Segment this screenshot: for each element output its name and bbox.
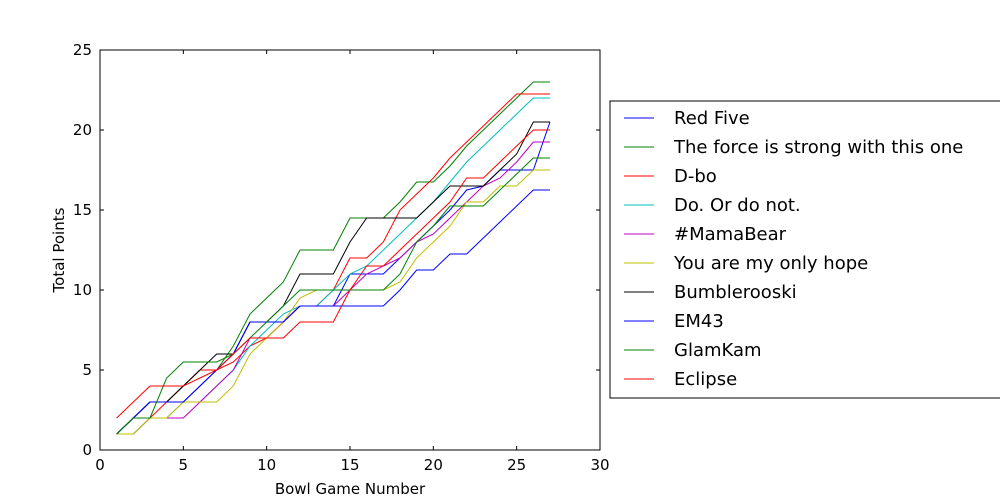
x-axis-label: Bowl Game Number (275, 480, 426, 498)
legend-label-3: D-bo (674, 166, 717, 187)
legend: Red Five The force is strong with this on… (609, 100, 1000, 399)
legend-label-4: Do. Or do not. (674, 195, 801, 216)
series-line-6 (116, 169, 550, 435)
series-line-5 (116, 141, 550, 435)
series-line-2 (116, 81, 550, 435)
y-tick-label: 20 (73, 121, 92, 139)
legend-label-1: Red Five (674, 108, 750, 129)
y-tick-label: 10 (73, 281, 92, 299)
x-tick-label: 20 (424, 456, 443, 474)
x-tick-label: 5 (179, 456, 189, 474)
legend-frame (609, 100, 1000, 399)
plot-frame (99, 49, 601, 451)
x-tick-label: 30 (590, 456, 609, 474)
y-tick-label: 25 (73, 41, 92, 59)
y-axis-ticks: 0 5 10 15 20 25 (73, 41, 600, 459)
x-tick-label: 15 (340, 456, 359, 474)
legend-label-7: Bumblerooski (674, 282, 797, 303)
x-tick-label: 10 (257, 456, 276, 474)
legend-label-9: GlamKam (674, 340, 762, 361)
plot-lines (116, 81, 551, 435)
y-tick-label: 0 (82, 441, 92, 459)
x-axis-ticks: 0 5 10 15 20 25 30 (95, 50, 610, 474)
series-line-7 (116, 121, 550, 435)
y-tick-label: 5 (82, 361, 92, 379)
y-tick-label: 15 (73, 201, 92, 219)
legend-label-2: The force is strong with this one (673, 137, 963, 158)
series-line-4 (116, 97, 550, 435)
x-tick-label: 0 (95, 456, 105, 474)
legend-label-8: EM43 (674, 311, 724, 332)
series-line-8 (116, 189, 550, 435)
series-line-9 (116, 157, 550, 435)
legend-label-5: #MamaBear (674, 224, 787, 245)
x-tick-label: 25 (507, 456, 526, 474)
series-line-10 (116, 129, 550, 419)
legend-label-10: Eclipse (674, 369, 737, 390)
y-axis-label: Total Points (50, 207, 68, 293)
legend-label-6: You are my only hope (673, 253, 868, 274)
